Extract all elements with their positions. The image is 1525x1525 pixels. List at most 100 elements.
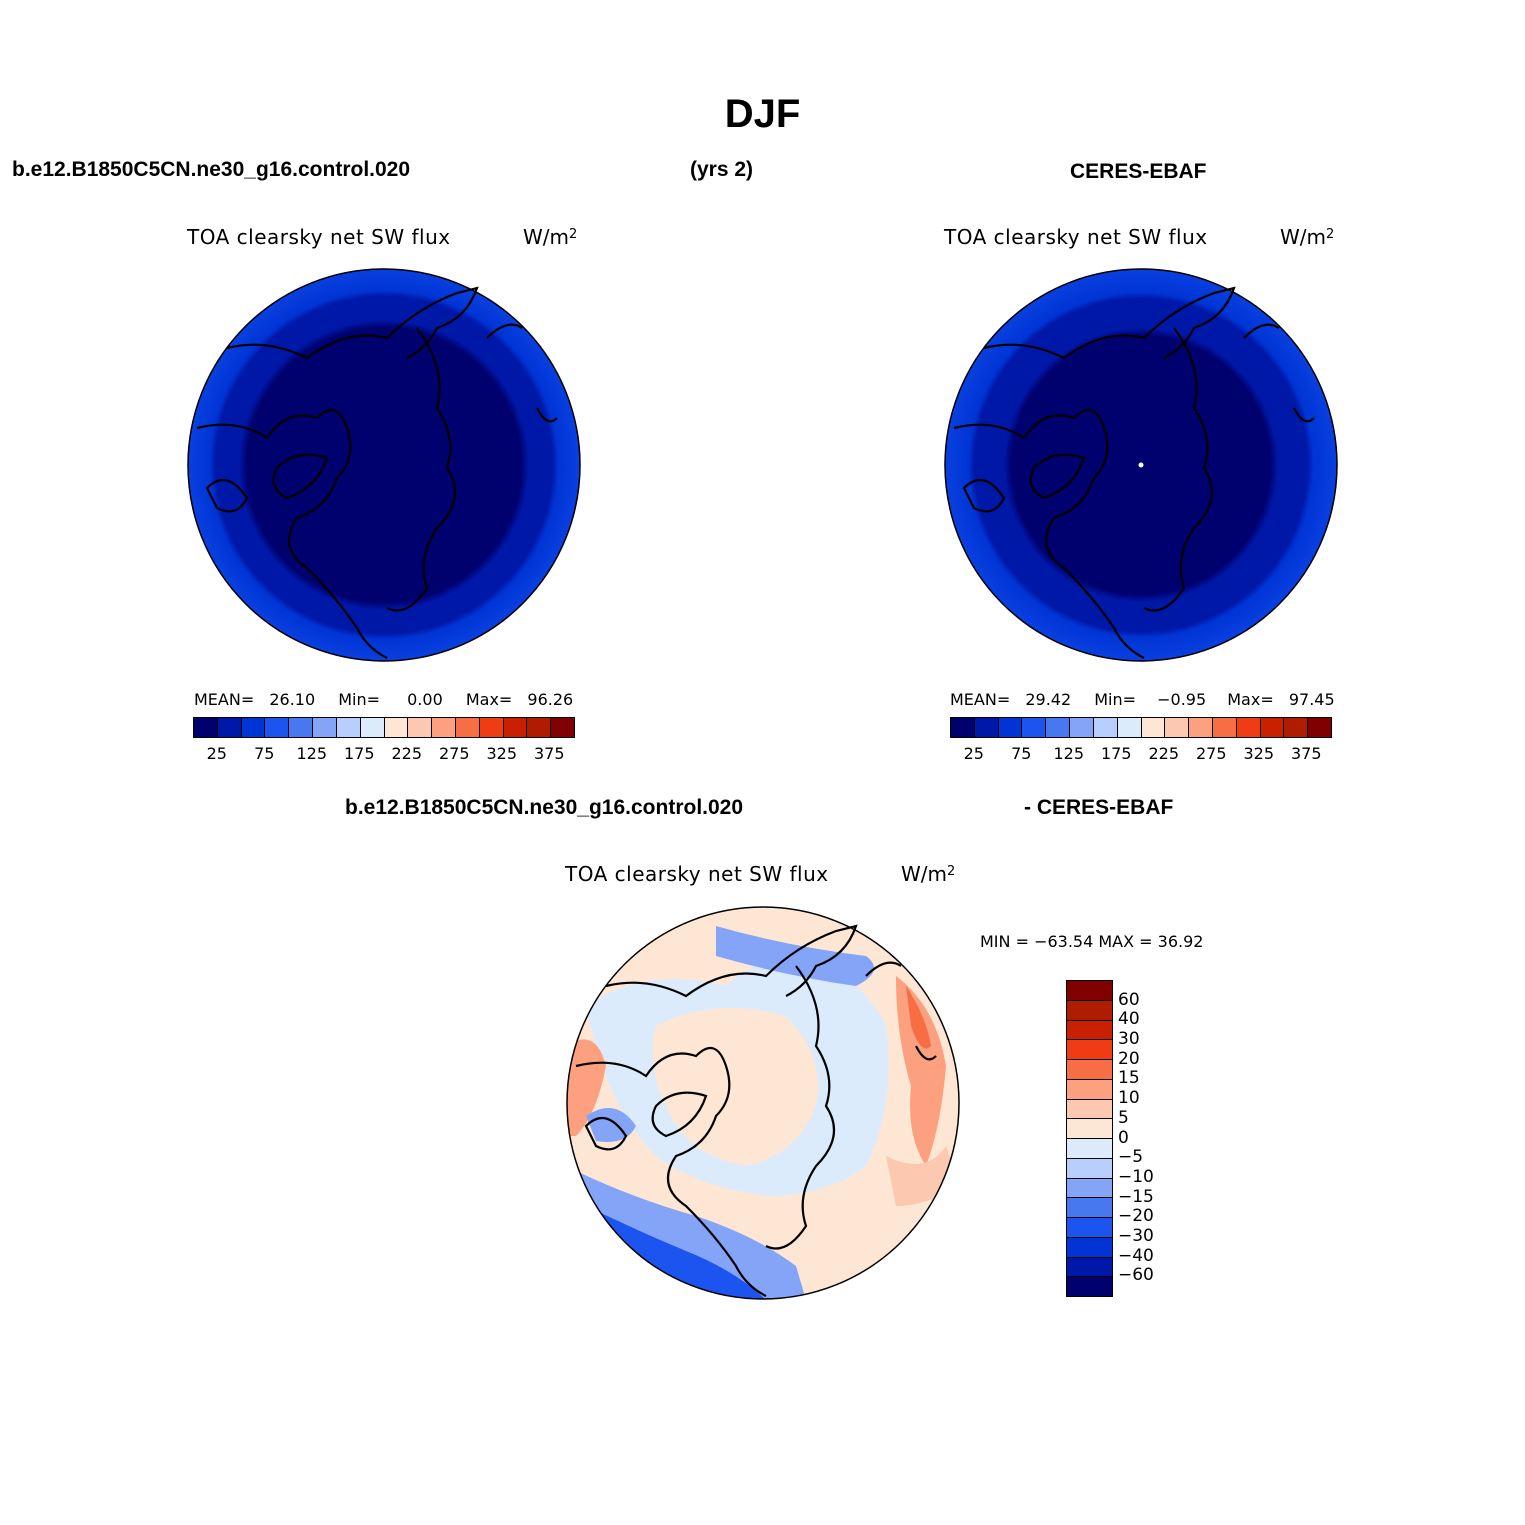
panel2-mean-value: 29.42 bbox=[1025, 690, 1072, 709]
panel1-colorbar-swatch bbox=[336, 718, 361, 737]
panel1-colorbar-tick-label: 175 bbox=[343, 744, 375, 763]
panel3-units: W/m2 bbox=[901, 862, 956, 886]
panel3-colorbar-labels: 60 40 30 20 15 10 5 0 −5 −10 −15 −20 −30 −40 −60 bbox=[1118, 980, 1178, 1295]
panel2-colorbar-tick-label: 175 bbox=[1100, 744, 1132, 763]
panel3-colorbar-swatch bbox=[1067, 1000, 1112, 1021]
panel1-colorbar-tick-label: 75 bbox=[254, 744, 275, 763]
observation-header: CERES-EBAF bbox=[1070, 160, 1207, 183]
panel1-colorbar-swatch bbox=[384, 718, 409, 737]
panel1-colorbar-swatch bbox=[289, 718, 314, 737]
panel3-data-field bbox=[567, 907, 959, 1299]
panel1-mean-value: 26.10 bbox=[269, 690, 316, 709]
panel3-colorbar-tick-label: 10 bbox=[1118, 1088, 1140, 1109]
panel1-colorbar-tick-label: 325 bbox=[486, 744, 518, 763]
panel2-min-label: Min= bbox=[1094, 690, 1137, 709]
panel3-colorbar-tick-label: 60 bbox=[1118, 989, 1140, 1010]
panel3-colorbar-swatch bbox=[1067, 1178, 1112, 1199]
panel1-colorbar-tick-label: 25 bbox=[206, 744, 227, 763]
panel2-stats: MEAN= 29.42 Min= −0.95 Max= 97.45 bbox=[950, 690, 1335, 709]
panel3-colorbar-swatch bbox=[1067, 981, 1112, 1001]
panel1-colorbar-swatch bbox=[503, 718, 528, 737]
panel2-colorbar-tick-label: 375 bbox=[1290, 744, 1322, 763]
years-header: (yrs 2) bbox=[690, 158, 754, 181]
panel2-colorbar-swatch bbox=[1022, 718, 1047, 737]
panel3-colorbar-tick-label: −30 bbox=[1118, 1225, 1154, 1246]
panel3-colorbar-tick-label: −10 bbox=[1118, 1166, 1154, 1187]
panel3-colorbar-tick-label: 30 bbox=[1118, 1029, 1140, 1050]
panel3-colorbar-swatch bbox=[1067, 1257, 1112, 1278]
panel1-data-field bbox=[187, 268, 581, 662]
panel3-colorbar-tick-label: −20 bbox=[1118, 1206, 1154, 1227]
panel2-colorbar-swatch bbox=[998, 718, 1023, 737]
panel2-mean-label: MEAN= bbox=[950, 690, 1011, 709]
panel1-colorbar-tick-label: 125 bbox=[296, 744, 328, 763]
panel3-coastlines bbox=[575, 924, 937, 1297]
panel3-colorbar-tick-label: −5 bbox=[1118, 1147, 1144, 1168]
panel1-colorbar-swatch bbox=[408, 718, 433, 737]
panel2-colorbar-swatch bbox=[951, 718, 975, 737]
panel2-variable-title: TOA clearsky net SW flux bbox=[944, 225, 1208, 249]
panel3-colorbar-tick-label: 20 bbox=[1118, 1048, 1140, 1069]
panel3-colorbar-tick-label: 5 bbox=[1118, 1107, 1129, 1128]
panel2-max-label: Max= bbox=[1227, 690, 1274, 709]
panel2-colorbar-swatch bbox=[974, 718, 999, 737]
panel1-min-label: Min= bbox=[338, 690, 381, 709]
panel3-colorbar-swatch bbox=[1067, 1020, 1112, 1041]
panel1-coastlines bbox=[196, 286, 558, 659]
panel2-units: W/m2 bbox=[1280, 225, 1335, 249]
panel3-colorbar-swatch bbox=[1067, 1060, 1112, 1080]
panel2-colorbar-tick-label: 325 bbox=[1243, 744, 1275, 763]
panel2-colorbar-swatch bbox=[1260, 718, 1285, 737]
panel1-colorbar-swatch bbox=[313, 718, 337, 737]
figure-title: DJF bbox=[724, 92, 801, 136]
panel1-colorbar-tick-label: 275 bbox=[438, 744, 470, 763]
panel1-map bbox=[187, 268, 581, 662]
panel2-coastlines bbox=[953, 286, 1315, 659]
panel3-map bbox=[566, 906, 960, 1300]
panel1-units: W/m2 bbox=[523, 225, 578, 249]
panel1-mean-label: MEAN= bbox=[194, 690, 255, 709]
panel3-colorbar-swatch bbox=[1067, 1040, 1112, 1060]
panel1-colorbar-swatch bbox=[432, 718, 456, 737]
panel3-colorbar-swatch bbox=[1067, 1218, 1112, 1238]
panel3-colorbar-swatch bbox=[1067, 1277, 1112, 1296]
panel2-colorbar-tick-label: 275 bbox=[1195, 744, 1227, 763]
panel3-variable-title: TOA clearsky net SW flux bbox=[565, 862, 829, 886]
panel1-colorbar-swatch bbox=[527, 718, 552, 737]
panel2-colorbar-swatch bbox=[1189, 718, 1213, 737]
panel2-colorbar-swatch bbox=[1070, 718, 1094, 737]
panel2-colorbar-swatch bbox=[1093, 718, 1118, 737]
case-name-header: b.e12.B1850C5CN.ne30_g16.control.020 bbox=[12, 158, 411, 181]
panel2-colorbar-swatch bbox=[1165, 718, 1190, 737]
panel3-colorbar-swatch bbox=[1067, 1198, 1112, 1218]
panel1-colorbar-swatch bbox=[360, 718, 385, 737]
panel1-min-value: 0.00 bbox=[407, 690, 443, 709]
panel3-colorbar-swatch bbox=[1067, 1139, 1112, 1159]
panel2-colorbar bbox=[950, 717, 1332, 738]
panel3-colorbar-tick-label: 0 bbox=[1118, 1127, 1129, 1148]
panel2-min-value: −0.95 bbox=[1157, 690, 1207, 709]
panel3-colorbar-swatch bbox=[1067, 1099, 1112, 1120]
panel1-max-label: Max= bbox=[465, 690, 513, 709]
panel3-minmax: MIN = −63.54 MAX = 36.92 bbox=[980, 932, 1204, 951]
panel3-colorbar bbox=[1066, 980, 1113, 1297]
panel1-colorbar-swatch bbox=[241, 718, 266, 737]
panel2-map bbox=[944, 268, 1338, 662]
panel3-colorbar-tick-label: −40 bbox=[1118, 1245, 1154, 1266]
panel1-colorbar-swatch bbox=[217, 718, 242, 737]
panel3-colorbar-tick-label: −60 bbox=[1118, 1265, 1154, 1286]
panel3-colorbar-swatch bbox=[1067, 1079, 1112, 1100]
panel1-colorbar-swatch bbox=[194, 718, 218, 737]
panel2-colorbar-swatch bbox=[1141, 718, 1166, 737]
panel2-colorbar-swatch bbox=[1046, 718, 1071, 737]
panel3-colorbar-swatch bbox=[1067, 1119, 1112, 1139]
panel2-colorbar-swatch bbox=[1212, 718, 1237, 737]
diff-case-header: b.e12.B1850C5CN.ne30_g16.control.020 bbox=[345, 796, 744, 819]
panel1-colorbar-swatch bbox=[455, 718, 480, 737]
panel2-colorbar-swatch bbox=[1117, 718, 1142, 737]
panel1-colorbar-swatch bbox=[479, 718, 504, 737]
panel2-colorbar-labels: 25 75 125 175 225 275 325 375 bbox=[950, 744, 1330, 764]
panel2-max-value: 97.45 bbox=[1288, 690, 1335, 709]
panel3-colorbar-swatch bbox=[1067, 1158, 1112, 1179]
panel1-variable-title: TOA clearsky net SW flux bbox=[187, 225, 451, 249]
